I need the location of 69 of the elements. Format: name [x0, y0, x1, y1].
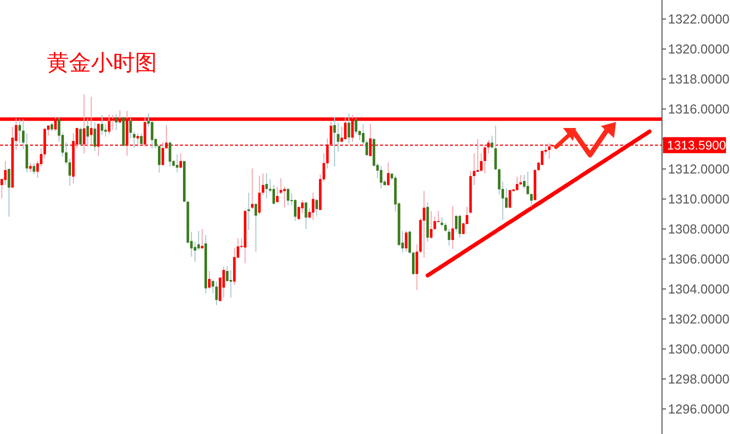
y-tick-label: 1316.0000	[668, 102, 730, 117]
candlestick	[333, 116, 336, 168]
candlestick	[440, 216, 444, 228]
y-tick-label: 1300.0000	[668, 341, 730, 356]
candlestick	[408, 230, 412, 254]
y-tick-label: 1304.0000	[668, 281, 730, 296]
candlestick	[272, 184, 276, 205]
candlestick	[294, 198, 297, 222]
candlestick	[454, 214, 458, 232]
candlestick	[215, 281, 218, 306]
candlestick	[250, 168, 254, 210]
candlestick	[79, 127, 82, 146]
candlestick	[298, 206, 300, 220]
text: 黄金小时图	[47, 50, 157, 75]
candlestick	[340, 126, 344, 143]
candlestick	[412, 251, 415, 276]
candlestick	[519, 174, 522, 186]
ref-line-label: 1313.5900	[667, 138, 726, 153]
candlestick	[32, 162, 36, 175]
y-tick-label: 1318.0000	[668, 72, 730, 87]
y-tick-label: 1306.0000	[668, 251, 730, 266]
candlestick	[226, 266, 229, 282]
candlestick	[304, 201, 308, 230]
candlestick	[94, 122, 96, 152]
y-tick-label: 1308.0000	[668, 221, 730, 236]
candlestick	[312, 192, 314, 220]
y-tick-label: 1320.0000	[668, 42, 730, 57]
candlestick	[68, 158, 72, 186]
candlestick	[365, 140, 368, 156]
candlestick	[380, 165, 382, 189]
candlestick	[508, 190, 512, 209]
candlestick	[276, 186, 279, 204]
candlestick	[315, 198, 318, 216]
candlestick	[8, 168, 10, 218]
candlestick	[100, 114, 104, 136]
y-tick-label: 1296.0000	[668, 401, 730, 416]
candlestick	[286, 188, 290, 206]
candlestick	[258, 175, 261, 216]
candlestick	[448, 228, 450, 246]
candlestick	[422, 190, 426, 258]
candlestick	[200, 228, 204, 249]
candlestick	[265, 172, 268, 199]
candlestick	[18, 118, 21, 144]
candlestick	[386, 162, 390, 186]
candlestick	[150, 120, 154, 149]
y-tick-label: 1322.0000	[668, 12, 730, 27]
candlestick	[254, 202, 258, 252]
y-tick-label: 1310.0000	[668, 192, 730, 207]
candlestick	[208, 270, 211, 290]
candlestick	[86, 118, 89, 148]
candlestick	[458, 214, 462, 238]
candlestick	[404, 230, 408, 252]
candlestick	[104, 124, 107, 138]
candlestick	[430, 210, 432, 240]
candlestick	[336, 122, 340, 152]
candlestick	[140, 132, 143, 146]
candlestick	[348, 112, 350, 144]
candlestick	[168, 141, 172, 168]
candlestick	[433, 216, 436, 231]
candlestick	[222, 266, 225, 298]
candlestick	[516, 176, 518, 192]
y-tick-label: 1302.0000	[668, 311, 730, 326]
y-tick-label: 1298.0000	[668, 371, 730, 386]
candlestick	[362, 124, 364, 145]
candlestick	[115, 114, 118, 131]
candlestick	[197, 230, 200, 250]
y-tick-label: 1312.0000	[668, 162, 730, 177]
candlestick	[451, 206, 454, 250]
candlestick	[179, 152, 182, 169]
